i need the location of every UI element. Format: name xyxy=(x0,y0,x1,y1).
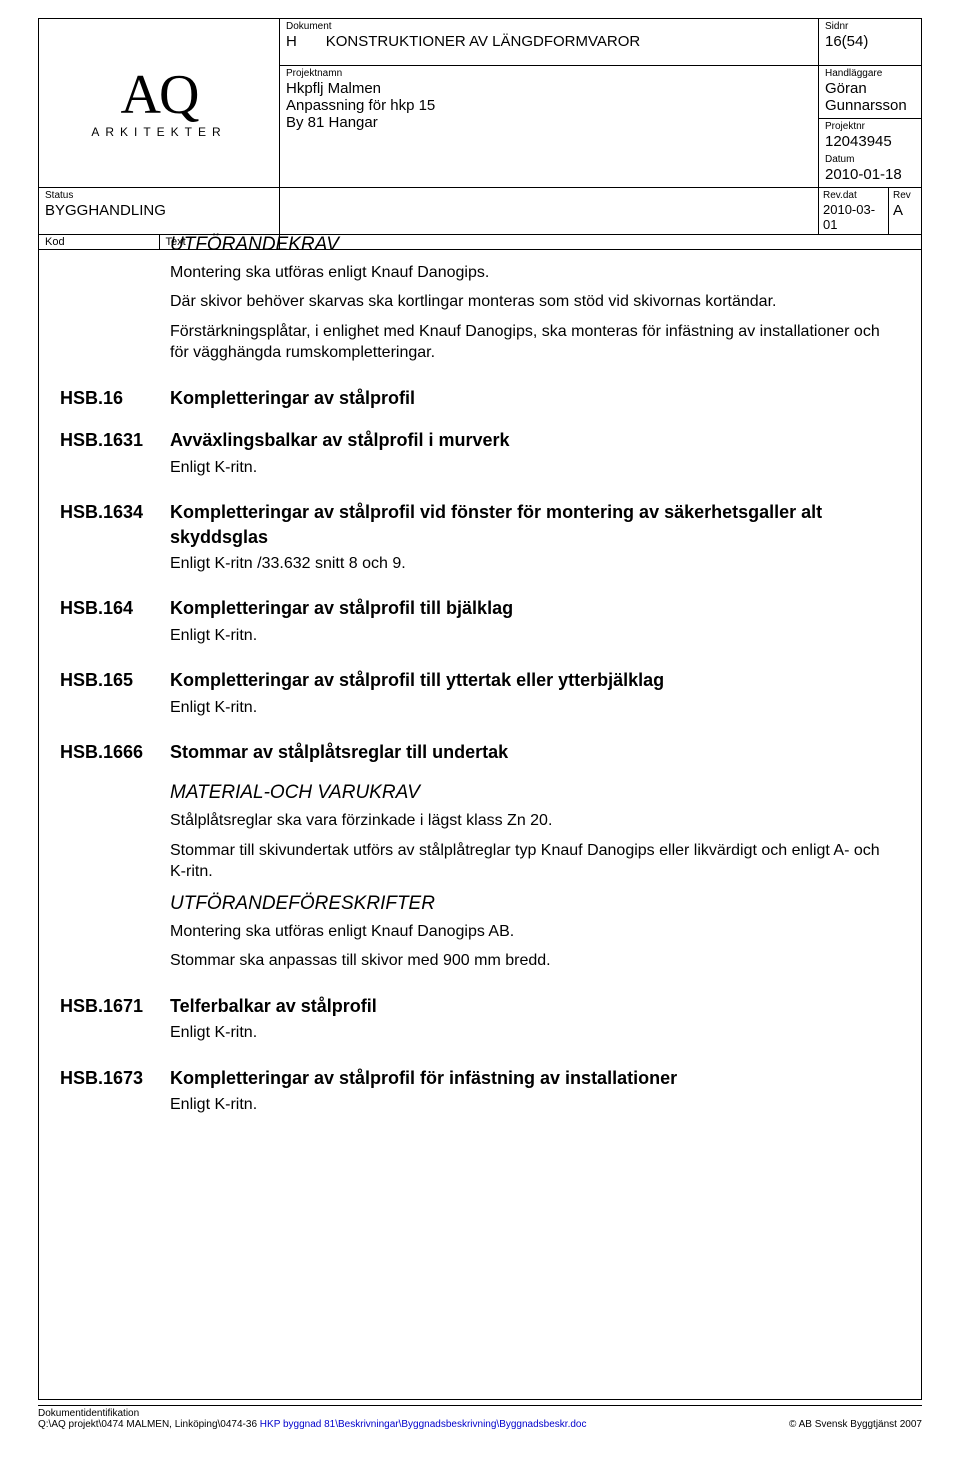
hsb164-p1: Enligt K-ritn. xyxy=(170,625,900,647)
code-hsb1671: HSB.1671 xyxy=(60,994,170,1052)
hsb165-title: Kompletteringar av stålprofil till ytter… xyxy=(170,668,900,692)
logo-sub: ARKITEKTER xyxy=(49,125,269,139)
hsb1673-title: Kompletteringar av stålprofil för infäst… xyxy=(170,1066,900,1090)
projektnr-datum-cell: Projektnr 12043945 Datum 2010-01-18 xyxy=(819,119,922,188)
code-hsb1634: HSB.1634 xyxy=(60,500,170,582)
code-hsb165: HSB.165 xyxy=(60,668,170,726)
hsb1666-sub1-p1: Stålplåtsreglar ska vara förzinkade i lä… xyxy=(170,810,900,832)
utforandekrav-p2: Där skivor behöver skarvas ska kortlinga… xyxy=(170,291,900,313)
document-body: UTFÖRANDEKRAV Montering ska utföras enli… xyxy=(60,230,900,1360)
datum-value: 2010-01-18 xyxy=(825,166,902,183)
dokument-label: Dokument xyxy=(286,21,812,32)
code-hsb16: HSB.16 xyxy=(60,386,170,414)
footer-path: Q:\AQ projekt\0474 MALMEN, Linköping\047… xyxy=(38,1419,586,1430)
sidnr-value: 16(54) xyxy=(825,33,868,50)
dokument-title: KONSTRUKTIONER AV LÄNGDFORMVAROR xyxy=(326,33,640,50)
sidnr-label: Sidnr xyxy=(825,21,915,32)
revdat-cell: Rev.dat 2010-03-01 Rev A xyxy=(819,188,922,235)
code-empty xyxy=(60,230,170,372)
hsb1631-title: Avväxlingsbalkar av stålprofil i murverk xyxy=(170,428,900,452)
hsb164-title: Kompletteringar av stålprofil till bjälk… xyxy=(170,596,900,620)
projektnamn-label: Projektnamn xyxy=(286,68,812,79)
code-hsb1673: HSB.1673 xyxy=(60,1066,170,1124)
hsb16-title: Kompletteringar av stålprofil xyxy=(170,386,900,410)
footer-path-black: Q:\AQ projekt\0474 MALMEN, Linköping\047… xyxy=(38,1419,260,1430)
handlaggare-value: Göran Gunnarsson xyxy=(825,80,907,114)
rev-label: Rev xyxy=(893,190,917,201)
revdat-label: Rev.dat xyxy=(823,190,884,201)
utforandekrav-p3: Förstärkningsplåtar, i enlighet med Knau… xyxy=(170,321,900,364)
rev-value: A xyxy=(893,202,903,219)
projektnamn-3: By 81 Hangar xyxy=(286,114,812,131)
hsb1631-p1: Enligt K-ritn. xyxy=(170,457,900,479)
status-label: Status xyxy=(45,190,273,201)
dokument-code: H xyxy=(286,33,297,50)
footer-copyright: © AB Svensk Byggtjänst 2007 xyxy=(789,1419,922,1430)
projektnr-value: 12043945 xyxy=(825,133,892,150)
footer-path-blue: HKP byggnad 81\Beskrivningar\Byggnadsbes… xyxy=(260,1419,587,1430)
handlaggare-cell: Handläggare Göran Gunnarsson xyxy=(819,66,922,119)
header-table: AQ ARKITEKTER Dokument H KONSTRUKTIONER … xyxy=(38,18,922,250)
projektnamn-1: Hkpflj Malmen xyxy=(286,80,812,97)
hsb1673-p1: Enligt K-ritn. xyxy=(170,1094,900,1116)
hsb1666-sub1-p2: Stommar till skivundertak utförs av stål… xyxy=(170,840,900,883)
revdat-value: 2010-03-01 xyxy=(823,202,875,232)
dokument-cell: Dokument H KONSTRUKTIONER AV LÄNGDFORMVA… xyxy=(280,19,819,66)
projektnr-label: Projektnr xyxy=(825,121,915,132)
sidnr-cell: Sidnr 16(54) xyxy=(819,19,922,66)
hsb1671-title: Telferbalkar av stålprofil xyxy=(170,994,900,1018)
code-hsb1631: HSB.1631 xyxy=(60,428,170,486)
utforandekrav-p1: Montering ska utföras enligt Knauf Danog… xyxy=(170,262,900,284)
status-value: BYGGHANDLING xyxy=(45,202,166,219)
code-hsb164: HSB.164 xyxy=(60,596,170,654)
logo-main: AQ xyxy=(49,67,269,123)
datum-label: Datum xyxy=(825,154,915,165)
footer-ident-label: Dokumentidentifikation xyxy=(38,1408,586,1419)
projektnamn-cell: Projektnamn Hkpflj Malmen Anpassning för… xyxy=(280,66,819,188)
code-hsb1666: HSB.1666 xyxy=(60,740,170,980)
hsb1634-title: Kompletteringar av stålprofil vid fönste… xyxy=(170,500,900,549)
hsb1666-title: Stommar av stålplåtsreglar till undertak xyxy=(170,740,900,764)
hsb1666-sub2-title: UTFÖRANDEFÖRESKRIFTER xyxy=(170,891,900,917)
footer: Dokumentidentifikation Q:\AQ projekt\047… xyxy=(38,1405,922,1430)
hsb1666-sub2-p2: Stommar ska anpassas till skivor med 900… xyxy=(170,950,900,972)
hsb1671-p1: Enligt K-ritn. xyxy=(170,1022,900,1044)
hsb1666-sub2-p1: Montering ska utföras enligt Knauf Danog… xyxy=(170,921,900,943)
hsb1666-sub1-title: MATERIAL-OCH VARUKRAV xyxy=(170,780,900,806)
page: AQ ARKITEKTER Dokument H KONSTRUKTIONER … xyxy=(0,0,960,1460)
empty-cell xyxy=(280,188,819,235)
status-cell: Status BYGGHANDLING xyxy=(39,188,280,235)
hsb1634-p1: Enligt K-ritn /33.632 snitt 8 och 9. xyxy=(170,553,900,575)
projektnamn-2: Anpassning för hkp 15 xyxy=(286,97,812,114)
hsb165-p1: Enligt K-ritn. xyxy=(170,697,900,719)
utforandekrav-title: UTFÖRANDEKRAV xyxy=(170,232,900,258)
logo-cell: AQ ARKITEKTER xyxy=(39,19,280,188)
handlaggare-label: Handläggare xyxy=(825,68,915,79)
